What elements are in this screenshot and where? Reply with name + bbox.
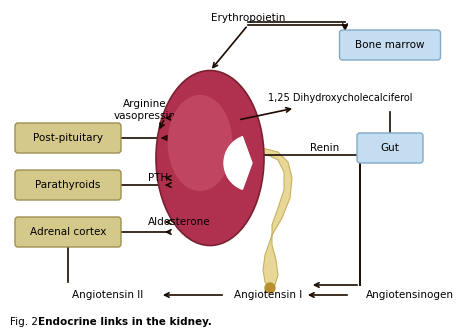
Text: Endocrine links in the kidney.: Endocrine links in the kidney.: [38, 317, 212, 327]
Text: Bone marrow: Bone marrow: [355, 40, 425, 50]
FancyBboxPatch shape: [339, 30, 440, 60]
Text: Gut: Gut: [381, 143, 400, 153]
Text: Erythropoietin: Erythropoietin: [211, 13, 285, 23]
Text: Angiotensin II: Angiotensin II: [73, 290, 144, 300]
Text: Angiotensinogen: Angiotensinogen: [366, 290, 454, 300]
Text: Arginine
vasopressin: Arginine vasopressin: [114, 99, 176, 121]
FancyBboxPatch shape: [15, 217, 121, 247]
Circle shape: [265, 283, 275, 293]
Text: PTH: PTH: [148, 173, 168, 183]
Text: Fig. 2: Fig. 2: [10, 317, 45, 327]
Text: Post-pituitary: Post-pituitary: [33, 133, 103, 143]
Text: 1,25 Dihydroxycholecalciferol: 1,25 Dihydroxycholecalciferol: [268, 93, 412, 103]
Text: Adrenal cortex: Adrenal cortex: [30, 227, 106, 237]
Text: Angiotensin I: Angiotensin I: [234, 290, 302, 300]
FancyBboxPatch shape: [357, 133, 423, 163]
FancyBboxPatch shape: [15, 123, 121, 153]
Polygon shape: [248, 148, 292, 288]
FancyBboxPatch shape: [15, 170, 121, 200]
Wedge shape: [224, 137, 252, 189]
Text: Parathyroids: Parathyroids: [35, 180, 100, 190]
Ellipse shape: [156, 70, 264, 246]
Ellipse shape: [168, 95, 232, 191]
Text: Renin: Renin: [310, 143, 339, 153]
Text: Aldosterone: Aldosterone: [148, 217, 210, 227]
